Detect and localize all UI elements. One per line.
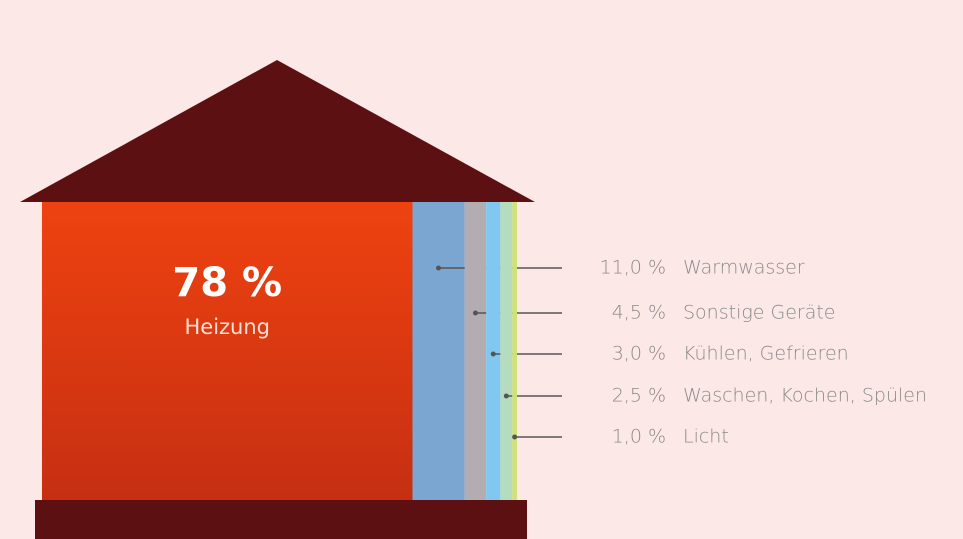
segment: [465, 202, 486, 500]
category-label: Sonstige Geräte: [683, 302, 836, 324]
value-label: 3,0 %: [612, 343, 666, 365]
segment: [42, 202, 413, 500]
segment: [512, 202, 517, 500]
segment: [486, 202, 500, 500]
segment: [413, 202, 465, 500]
leader-dot: [473, 311, 478, 316]
category-label: Warmwasser: [683, 257, 805, 279]
segment: [500, 202, 512, 500]
value-label: 4,5 %: [612, 302, 666, 324]
leader-dot: [512, 435, 517, 440]
category-label: Licht: [683, 426, 729, 448]
category-label: Kühlen, Gefrieren: [683, 343, 849, 365]
value-label: 2,5 %: [612, 385, 666, 407]
value-label: 11,0 %: [600, 257, 666, 279]
chart: 78 % Heizung 11,0 % Warmwasser 4,5 % Sonstige…: [0, 0, 963, 539]
leader-dot: [504, 394, 509, 399]
leader-dot: [491, 352, 496, 357]
category-label: Heizung: [184, 315, 270, 339]
base: [35, 500, 527, 539]
value-label: 78 %: [172, 260, 282, 306]
value-label: 1,0 %: [612, 426, 666, 448]
category-label: Waschen, Kochen, Spülen: [683, 385, 927, 407]
leader-dot: [436, 266, 441, 271]
